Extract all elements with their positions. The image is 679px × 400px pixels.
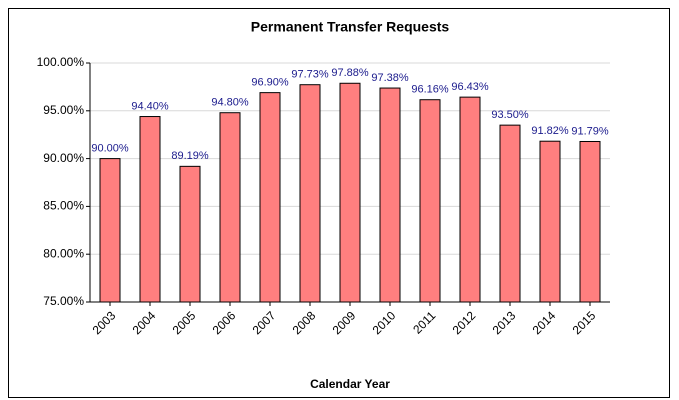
value-label: 97.88% xyxy=(331,67,369,79)
value-label: 97.38% xyxy=(371,72,409,84)
value-label: 96.16% xyxy=(411,84,449,96)
y-tick-label: 80.00% xyxy=(43,246,84,260)
bar xyxy=(539,140,561,303)
y-tick-label: 90.00% xyxy=(43,151,84,165)
bar xyxy=(339,82,361,303)
bar xyxy=(459,96,481,303)
y-tick-label: 85.00% xyxy=(43,199,84,213)
bar xyxy=(499,124,521,303)
y-tick-label: 75.00% xyxy=(43,294,84,308)
value-label: 94.80% xyxy=(211,97,249,109)
value-label: 91.82% xyxy=(531,125,569,137)
y-tick-label: 100.00% xyxy=(37,55,85,69)
bar xyxy=(299,84,321,303)
bar xyxy=(419,99,441,303)
bar xyxy=(579,140,601,303)
bar xyxy=(179,165,201,303)
value-label: 93.50% xyxy=(491,109,529,121)
bar xyxy=(99,158,121,303)
value-label: 94.40% xyxy=(131,100,169,112)
chart-title: Permanent Transfer Requests xyxy=(251,19,450,35)
bar xyxy=(219,112,241,303)
value-label: 96.43% xyxy=(451,81,489,93)
y-tick-label: 95.00% xyxy=(43,103,84,117)
value-label: 90.00% xyxy=(91,143,129,155)
value-label: 97.73% xyxy=(291,69,329,81)
value-label: 89.19% xyxy=(171,150,209,162)
value-label: 96.90% xyxy=(251,77,289,89)
value-label: 91.79% xyxy=(571,125,609,137)
bar xyxy=(259,92,281,303)
bar xyxy=(139,116,161,303)
bar xyxy=(379,87,401,303)
x-axis-title: Calendar Year xyxy=(310,377,390,391)
